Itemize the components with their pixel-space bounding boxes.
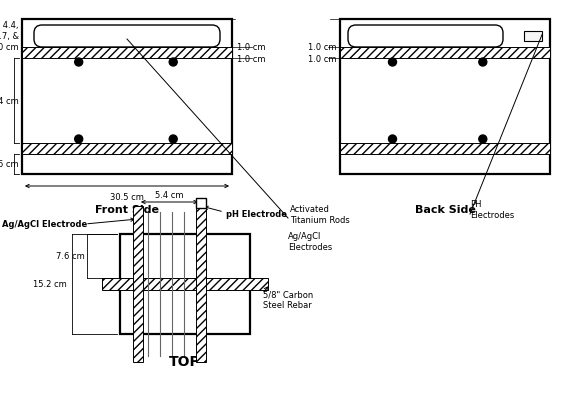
Bar [22,144,232,154]
Text: 15.2 cm: 15.2 cm [33,280,67,289]
Text: 1.0 cm: 1.0 cm [237,43,266,51]
Text: 7.6 cm: 7.6 cm [56,252,85,261]
Text: 1.0 cm: 1.0 cm [309,55,337,64]
Circle shape [479,136,487,144]
Text: PH
Electrodes: PH Electrodes [470,199,514,220]
Text: Back Side: Back Side [415,204,476,214]
Text: 1.0 cm: 1.0 cm [309,43,337,51]
Text: Ag/AgCl
Electrodes: Ag/AgCl Electrodes [288,231,332,252]
Bar [340,20,550,175]
Bar [102,278,268,290]
Text: 2.6 cm: 2.6 cm [0,160,19,169]
Bar [340,48,550,59]
Circle shape [479,59,487,67]
Bar [524,32,542,42]
Circle shape [75,59,83,67]
FancyBboxPatch shape [34,26,220,48]
Text: TOP: TOP [169,354,201,368]
Bar [120,235,250,334]
Text: pH Electrode: pH Electrode [226,210,287,219]
Text: Activated
Titanium Rods: Activated Titanium Rods [290,204,350,225]
Bar [196,206,206,362]
Circle shape [75,136,83,144]
Circle shape [389,136,397,144]
Bar [340,144,550,154]
Bar [133,206,143,362]
Bar [22,20,232,175]
Circle shape [169,136,177,144]
Text: 5.4 cm: 5.4 cm [155,190,184,199]
Text: 30.5 cm: 30.5 cm [110,192,144,202]
FancyBboxPatch shape [348,26,503,48]
Bar [22,48,232,59]
Text: Front Side: Front Side [95,204,159,214]
Text: 11.4 cm: 11.4 cm [0,97,19,106]
Circle shape [389,59,397,67]
Text: D = 4.4,
5.7, &
7.0 cm: D = 4.4, 5.7, & 7.0 cm [0,21,19,52]
Circle shape [169,59,177,67]
Bar [196,199,206,209]
Text: 1.0 cm: 1.0 cm [237,55,266,64]
Text: 5/8" Carbon
Steel Rebar: 5/8" Carbon Steel Rebar [263,290,313,309]
Text: Ag/AgCl Electrode: Ag/AgCl Electrode [2,220,87,229]
